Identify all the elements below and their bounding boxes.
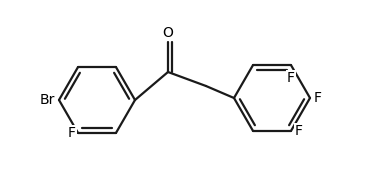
Text: F: F	[68, 126, 76, 140]
Text: F: F	[314, 91, 322, 105]
Text: Br: Br	[40, 93, 55, 107]
Text: F: F	[295, 124, 303, 138]
Text: F: F	[287, 71, 295, 85]
Text: O: O	[163, 26, 173, 40]
